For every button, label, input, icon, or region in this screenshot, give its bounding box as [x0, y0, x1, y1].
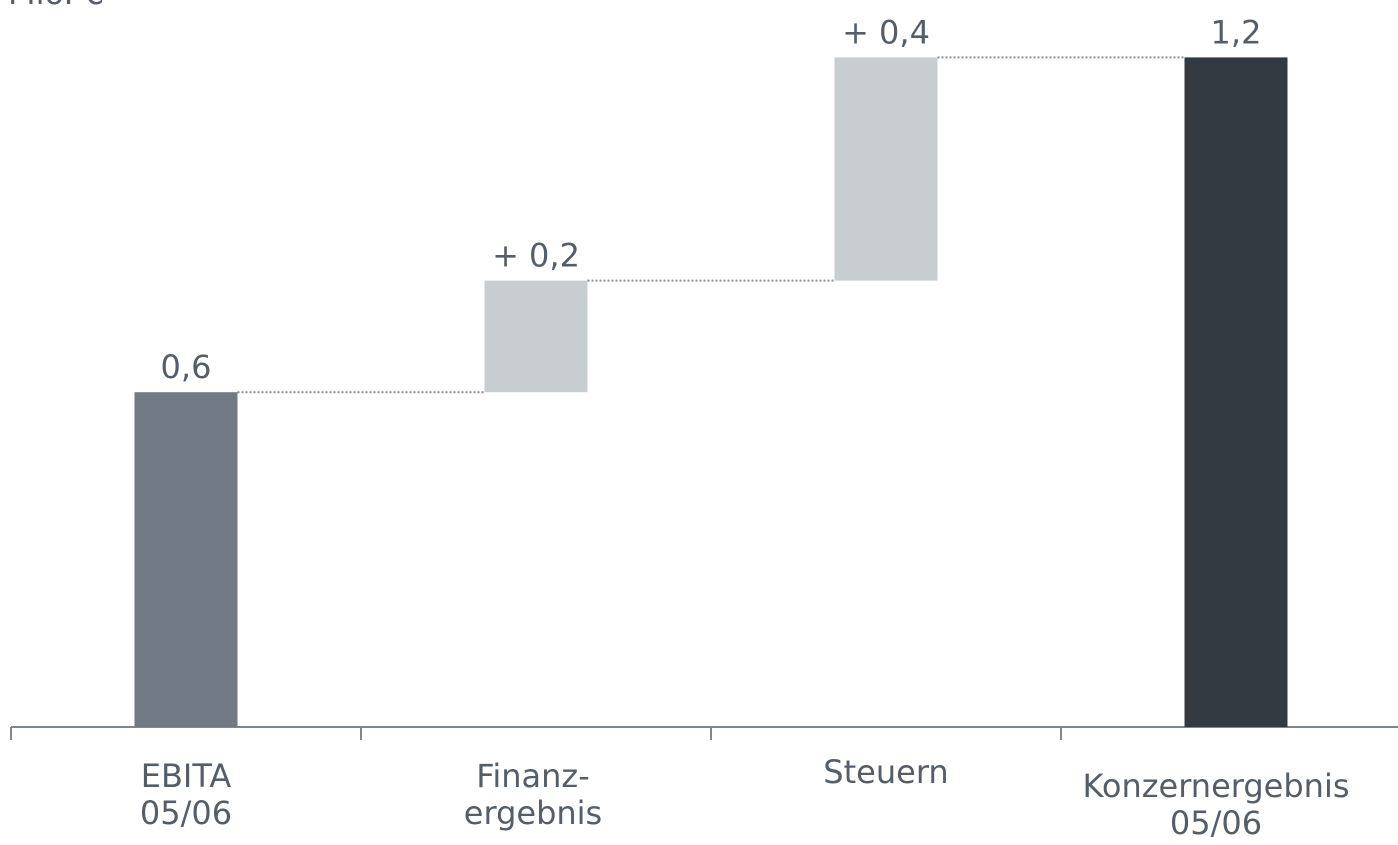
bar: [134, 392, 238, 727]
value-label: 0,6: [161, 348, 212, 386]
value-label: + 0,4: [842, 13, 930, 51]
x-tick-label: ergebnis: [464, 794, 602, 832]
x-tick-label: Steuern: [823, 753, 948, 791]
bar: [834, 57, 938, 281]
x-tick-label: 05/06: [1170, 804, 1262, 842]
value-label: 1,2: [1211, 13, 1262, 51]
x-tick-label: Konzernergebnis: [1082, 767, 1349, 805]
value-label: + 0,2: [492, 237, 580, 275]
x-tick-label: EBITA: [141, 757, 232, 795]
bar: [1184, 57, 1288, 727]
x-tick-label: Finanz-: [476, 757, 589, 795]
unit-label: Mio. €: [8, 0, 104, 12]
bar: [484, 280, 588, 393]
x-tick-label: 05/06: [140, 794, 232, 832]
